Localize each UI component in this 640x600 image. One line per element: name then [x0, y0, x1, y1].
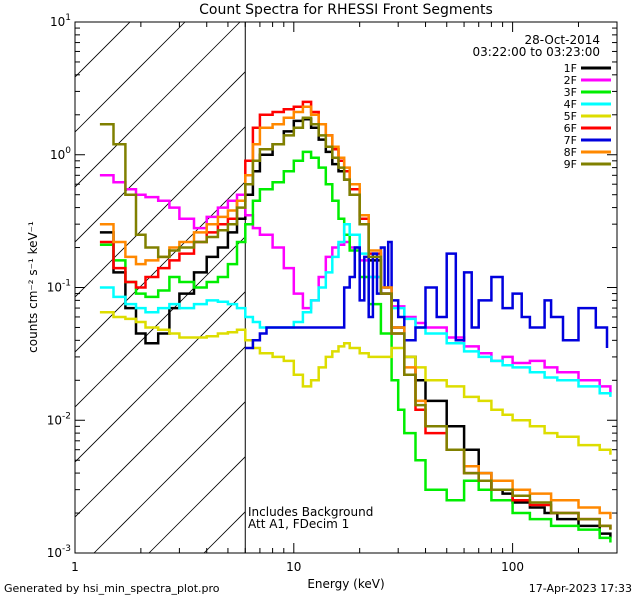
series-line-7F: [245, 240, 609, 350]
legend-label-3F: 3F: [564, 86, 577, 99]
hatch-line: [259, 22, 640, 553]
hatch-line: [75, 346, 246, 518]
y-tick-label: 100: [50, 146, 71, 162]
legend-label-1F: 1F: [564, 62, 577, 75]
x-axis-label: Energy (keV): [307, 577, 384, 591]
legend-label-7F: 7F: [564, 134, 577, 147]
series-line-3F: [99, 150, 612, 543]
x-tick-label: 1: [71, 560, 79, 574]
hatch-line: [93, 401, 246, 553]
x-tick-label: 100: [501, 560, 524, 574]
series-line-9F: [99, 116, 612, 530]
legend-label-8F: 8F: [564, 146, 577, 159]
footer-generated-by: Generated by hsi_min_spectra_plot.pro: [4, 582, 220, 595]
date-label: 28-Oct-2014: [524, 33, 600, 47]
y-tick-label: 10-3: [47, 544, 71, 560]
annotation-attenuator: Att A1, FDecim 1: [248, 517, 349, 531]
hatch-line: [75, 22, 241, 188]
chart-title: Count Spectra for RHESSI Front Segments: [199, 2, 493, 18]
series-line-8F: [99, 105, 612, 520]
y-tick-label: 101: [50, 13, 71, 29]
time-range-label: 03:22:00 to 03:23:00: [473, 45, 600, 59]
series-line-6F: [99, 100, 612, 530]
legend-label-5F: 5F: [564, 110, 577, 123]
hatch-line: [75, 22, 186, 133]
legend-label-4F: 4F: [564, 98, 577, 111]
legend-label-2F: 2F: [564, 74, 577, 87]
y-tick-label: 10-1: [47, 279, 71, 295]
y-axis-label: counts cm⁻² s⁻¹ keV⁻¹: [26, 221, 40, 353]
series-line-4F: [99, 222, 612, 397]
x-tick-label: 10: [286, 560, 301, 574]
legend-label-6F: 6F: [564, 122, 577, 135]
hatch-line: [75, 71, 246, 243]
y-tick-label: 10-2: [47, 411, 71, 427]
series-line-5F: [99, 311, 612, 455]
legend-label-9F: 9F: [564, 158, 577, 171]
footer-timestamp: 17-Apr-2023 17:33: [528, 582, 632, 595]
annotation-background: Includes Background: [248, 505, 373, 519]
hatch-line: [148, 456, 246, 553]
